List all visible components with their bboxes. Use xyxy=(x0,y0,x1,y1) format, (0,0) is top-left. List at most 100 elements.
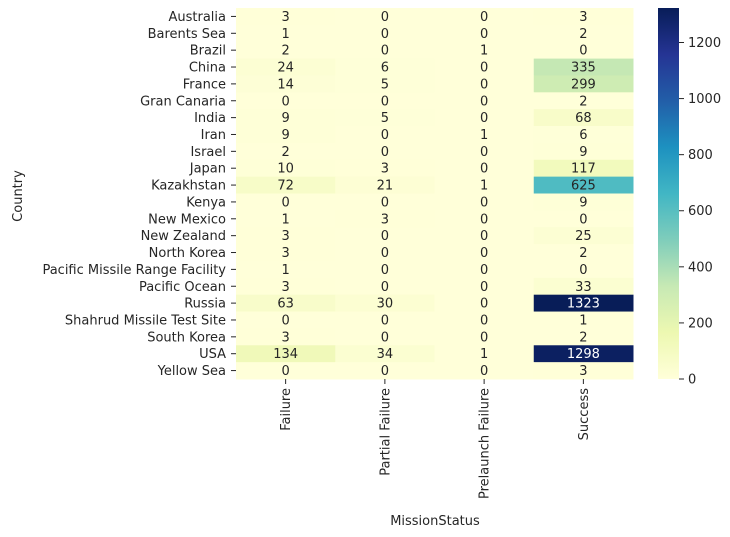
cell-value-label: 117 xyxy=(571,162,596,177)
heatmap-cell xyxy=(434,328,535,346)
heatmap-cell xyxy=(236,142,336,161)
heatmap-cell xyxy=(335,210,435,228)
heatmap-cell xyxy=(533,159,634,178)
x-tick-labels: Failure Partial Failure Prelaunch Failure S… xyxy=(279,379,592,499)
cell-value-label: 3 xyxy=(281,246,289,261)
heatmap-cell xyxy=(434,227,535,245)
heatmap-cell xyxy=(533,311,634,329)
heatmap-cell xyxy=(236,159,336,178)
x-tick-label: Partial Failure xyxy=(378,388,393,476)
colorbar xyxy=(658,8,679,379)
heatmap-cell xyxy=(434,311,535,329)
cell-value-label: 14 xyxy=(277,77,294,92)
cell-value-label: 0 xyxy=(480,246,488,261)
heatmap-cell xyxy=(434,75,535,93)
cell-value-label: 0 xyxy=(480,145,488,160)
cell-value-label: 9 xyxy=(579,145,587,160)
heatmap-cell xyxy=(533,193,634,211)
y-tick-label: Kenya xyxy=(186,195,226,210)
y-tick-label: USA xyxy=(199,347,226,362)
heatmap-cell xyxy=(533,277,634,296)
heatmap-cell xyxy=(533,227,634,245)
cell-value-label: 2 xyxy=(579,246,587,261)
heatmap-cell xyxy=(533,328,634,346)
cell-value-label: 68 xyxy=(575,111,592,126)
y-tick-label: Australia xyxy=(168,10,226,25)
heatmap-cell xyxy=(434,362,535,380)
heatmap-cell xyxy=(335,193,435,211)
heatmap-cell xyxy=(434,277,535,296)
cell-value-label: 0 xyxy=(381,229,389,244)
heatmap-cell xyxy=(533,109,634,127)
heatmap-cell xyxy=(335,41,435,60)
heatmap-cell xyxy=(335,345,435,363)
heatmap-cell xyxy=(335,328,435,346)
heatmap-cell xyxy=(335,227,435,245)
cell-value-label: 1 xyxy=(480,128,488,143)
cell-value-label: 30 xyxy=(377,297,394,312)
y-tick-label: Israel xyxy=(190,145,226,160)
heatmap-cell xyxy=(236,58,336,76)
heatmap-cell xyxy=(236,92,336,110)
y-tick-label: Barents Sea xyxy=(148,27,226,42)
cell-value-label: 2 xyxy=(579,330,587,345)
heatmap-cell xyxy=(335,126,435,144)
heatmap-cell xyxy=(434,126,535,144)
cell-value-label: 625 xyxy=(571,179,596,194)
heatmap-cell xyxy=(335,311,435,329)
y-tick-label: North Korea xyxy=(149,246,226,261)
cell-value-label: 0 xyxy=(381,330,389,345)
cell-value-label: 3 xyxy=(281,10,289,25)
cell-value-label: 5 xyxy=(381,77,389,92)
heatmap-cell xyxy=(533,24,634,43)
cell-value-label: 1 xyxy=(480,179,488,194)
heatmap-cell xyxy=(533,362,634,380)
cell-value-label: 134 xyxy=(273,347,298,362)
cell-value-label: 3 xyxy=(281,280,289,295)
colorbar-ticks: 0 200 400 600 800 1000 1200 xyxy=(679,36,721,388)
heatmap-cell xyxy=(335,75,435,93)
heatmap-cell xyxy=(434,294,535,313)
heatmap-cell xyxy=(236,176,336,194)
cell-value-label: 0 xyxy=(381,128,389,143)
cell-value-label: 9 xyxy=(579,195,587,210)
cell-value-label: 0 xyxy=(281,94,289,109)
cell-value-label: 9 xyxy=(281,128,289,143)
cell-value-label: 1 xyxy=(281,27,289,42)
cell-value-label: 24 xyxy=(277,61,294,76)
heatmap-cell xyxy=(533,126,634,144)
cell-value-label: 10 xyxy=(277,162,294,177)
cell-value-label: 3 xyxy=(579,10,587,25)
cell-value-label: 0 xyxy=(281,313,289,328)
heatmap-cell xyxy=(434,142,535,161)
heatmap-cell xyxy=(335,24,435,43)
heatmap-cell xyxy=(236,260,336,279)
cell-value-label: 0 xyxy=(381,10,389,25)
heatmap-cell xyxy=(335,58,435,76)
cell-value-label: 0 xyxy=(381,195,389,210)
cell-value-label: 335 xyxy=(571,61,596,76)
cell-value-label: 299 xyxy=(571,77,596,92)
cell-value-label: 63 xyxy=(277,297,294,312)
heatmap-cell xyxy=(533,244,634,262)
heatmap-cell xyxy=(533,75,634,93)
cell-value-label: 0 xyxy=(579,212,587,227)
colorbar-tick-label: 400 xyxy=(688,260,713,275)
cell-value-label: 0 xyxy=(480,263,488,278)
heatmap-cell xyxy=(236,8,336,26)
y-tick-label: China xyxy=(189,61,226,76)
x-tick-label: Success xyxy=(577,388,592,441)
cell-value-label: 0 xyxy=(480,77,488,92)
y-tick-label: Pacific Ocean xyxy=(139,280,226,295)
cell-value-label: 2 xyxy=(579,27,587,42)
heatmap-cell xyxy=(434,41,535,60)
colorbar-tick-label: 1200 xyxy=(688,36,721,51)
cell-value-label: 1323 xyxy=(567,297,600,312)
x-tick-label: Failure xyxy=(279,388,294,431)
y-tick-label: Pacific Missile Range Facility xyxy=(42,263,226,278)
heatmap-cell xyxy=(236,244,336,262)
heatmap-cell xyxy=(335,260,435,279)
cell-value-label: 0 xyxy=(480,330,488,345)
